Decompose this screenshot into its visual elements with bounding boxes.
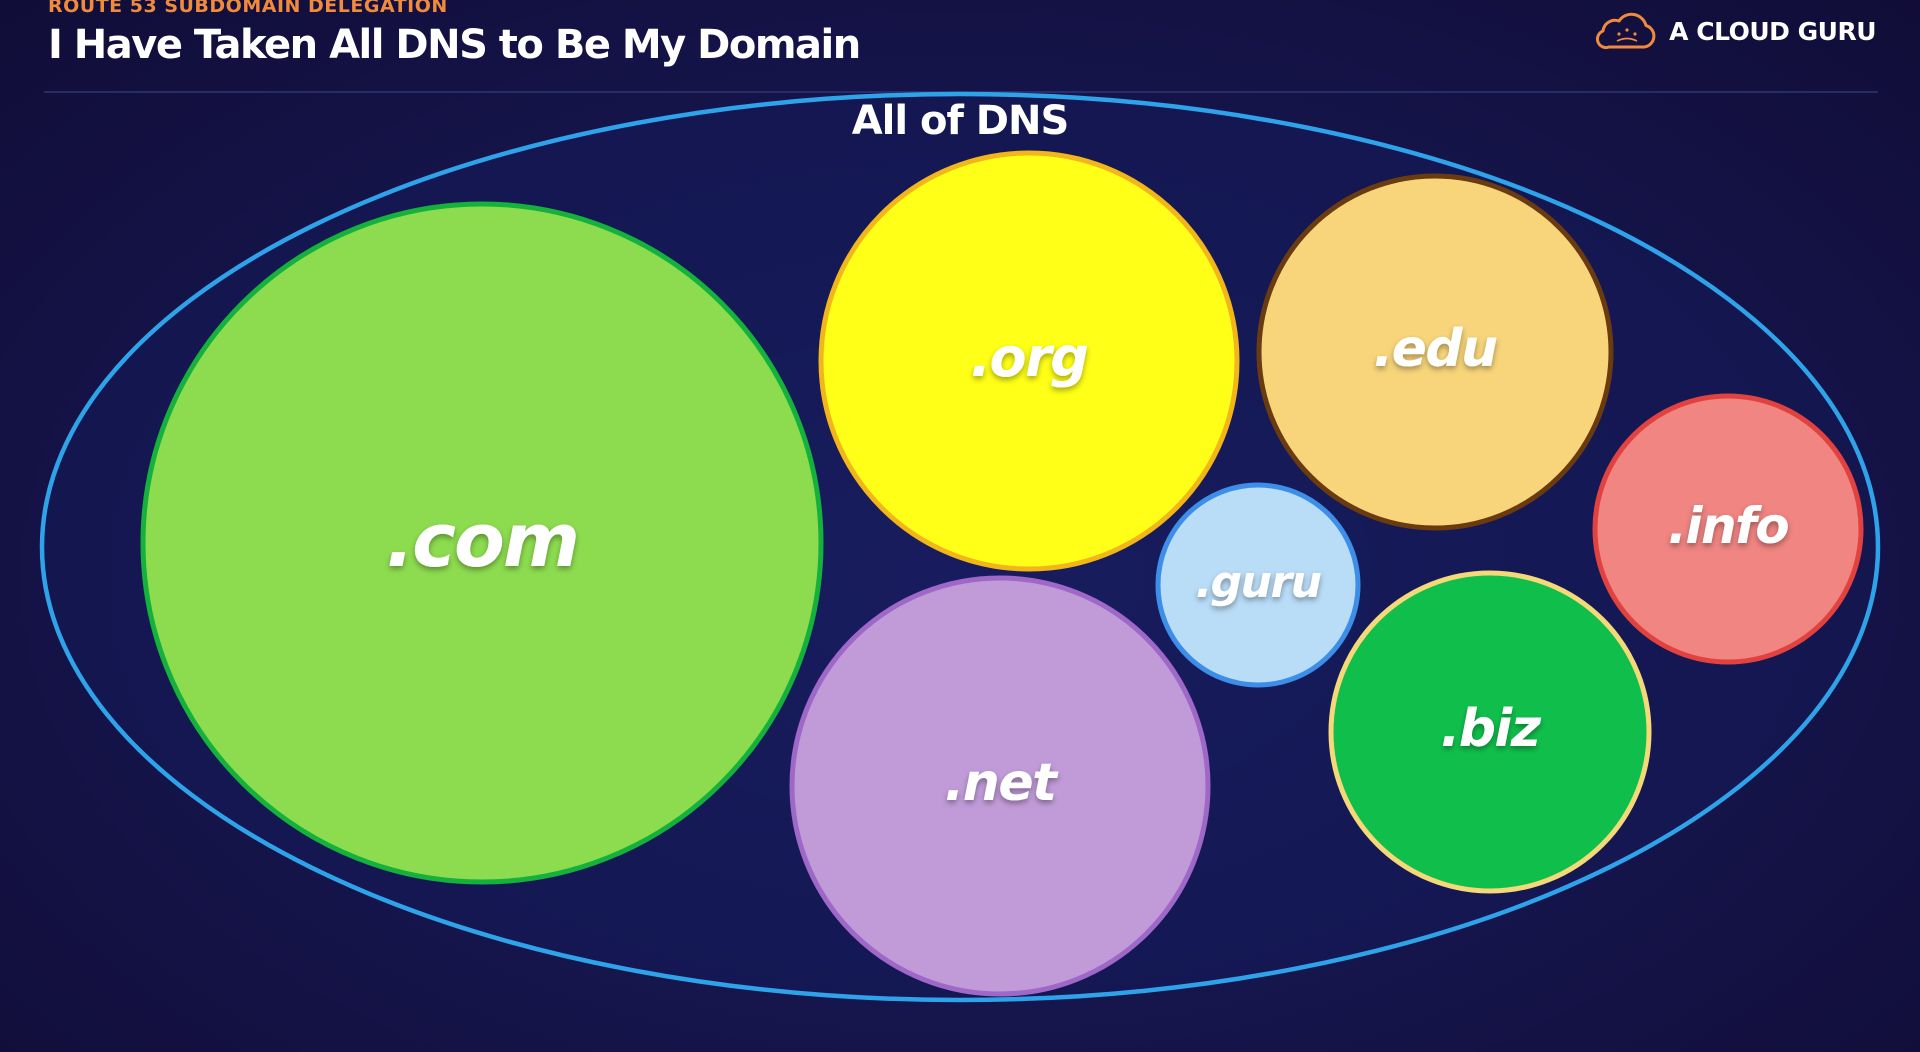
brand: A CLOUD GURU: [1595, 12, 1876, 50]
all-of-dns-label: All of DNS: [852, 98, 1069, 144]
domain-net-label: .net: [945, 753, 1060, 813]
cloud-guru-logo-icon: [1596, 12, 1656, 50]
domain-info-label: .info: [1668, 497, 1788, 555]
domain-org-circle: [818, 150, 1240, 572]
domain-biz-circle: [1328, 570, 1652, 894]
domain-org-label: .org: [971, 326, 1088, 389]
brand-name: A CLOUD GURU: [1669, 16, 1876, 46]
domain-com-label: .com: [386, 498, 578, 584]
domain-biz-label: .biz: [1440, 699, 1541, 759]
slide-title: I Have Taken All DNS to Be My Domain: [48, 22, 861, 68]
section-eyebrow: ROUTE 53 SUBDOMAIN DELEGATION: [48, 0, 448, 17]
domain-com-circle: [140, 201, 824, 885]
domain-guru-label: .guru: [1195, 557, 1320, 608]
domain-info-circle: [1592, 393, 1864, 665]
domain-info: .info: [1592, 393, 1864, 665]
domain-net: .net: [789, 575, 1211, 997]
domain-biz: .biz: [1328, 570, 1652, 894]
domain-edu-label: .edu: [1373, 319, 1497, 379]
domain-com: .com: [140, 201, 824, 885]
domain-org: .org: [818, 150, 1240, 572]
domain-edu: .edu: [1256, 173, 1614, 531]
domain-edu-circle: [1256, 173, 1614, 531]
domain-guru-circle: [1155, 482, 1361, 688]
domain-net-circle: [789, 575, 1211, 997]
domain-guru: .guru: [1155, 482, 1361, 688]
